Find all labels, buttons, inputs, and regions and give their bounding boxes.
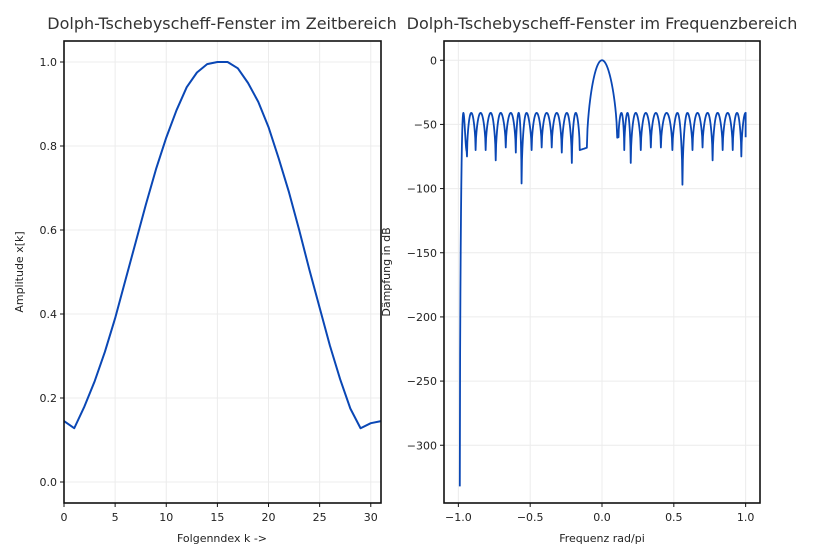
y-tick-label: −100 (407, 183, 437, 196)
y-tick-label: −250 (407, 375, 437, 388)
y-tick-label: 0.2 (40, 392, 58, 405)
y-tick-label: −150 (407, 247, 437, 260)
y-tick-label: −300 (407, 439, 437, 452)
time-domain-ticks: 0 5 10 15 20 25 30 0.0 0.2 0.4 0.6 0.8 1.0 (40, 56, 378, 524)
time-domain-ylabel: Amplitude x[k] (13, 231, 26, 312)
frequency-domain-title: Dolph-Tschebyscheff-Fenster im Frequenzb… (407, 14, 798, 33)
x-tick-label: 0.0 (593, 511, 611, 524)
time-domain-xlabel: Folgenndex k -> (177, 532, 267, 545)
frequency-domain-ticks: −1.0 −0.5 0.0 0.5 1.0 0 −50 −100 −150 −200 −250 −30… (407, 54, 755, 524)
x-tick-label: −0.5 (517, 511, 544, 524)
y-tick-label: 0.6 (40, 224, 58, 237)
x-tick-label: 25 (313, 511, 327, 524)
x-tick-label: 30 (364, 511, 378, 524)
time-domain-axes-frame (63, 40, 382, 504)
frequency-domain-xlabel: Frequenz rad/pi (559, 532, 645, 545)
x-tick-label: 15 (210, 511, 224, 524)
time-domain-title: Dolph-Tschebyscheff-Fenster im Zeitberei… (47, 14, 396, 33)
time-domain-plot: Dolph-Tschebyscheff-Fenster im Zeitberei… (13, 14, 397, 545)
time-domain-window-line (63, 61, 382, 430)
time-domain-grid (63, 41, 381, 503)
x-tick-label: 20 (262, 511, 276, 524)
frequency-domain-ylabel: Dämpfung in dB (380, 227, 393, 316)
y-tick-label: −200 (407, 311, 437, 324)
x-tick-label: 10 (159, 511, 173, 524)
y-tick-label: 0.8 (40, 140, 58, 153)
y-tick-label: 0.4 (40, 308, 58, 321)
x-tick-label: 0 (61, 511, 68, 524)
frequency-domain-plot: Dolph-Tschebyscheff-Fenster im Frequenzb… (380, 14, 797, 545)
y-tick-label: 0 (430, 54, 437, 67)
x-tick-label: 1.0 (737, 511, 755, 524)
x-tick-label: 5 (112, 511, 119, 524)
x-tick-label: 0.5 (665, 511, 683, 524)
y-tick-label: 0.0 (40, 476, 58, 489)
x-tick-label: −1.0 (445, 511, 472, 524)
y-tick-label: −50 (414, 118, 437, 131)
frequency-domain-grid (444, 41, 760, 503)
frequency-response-line (458, 59, 747, 487)
y-tick-label: 1.0 (40, 56, 58, 69)
